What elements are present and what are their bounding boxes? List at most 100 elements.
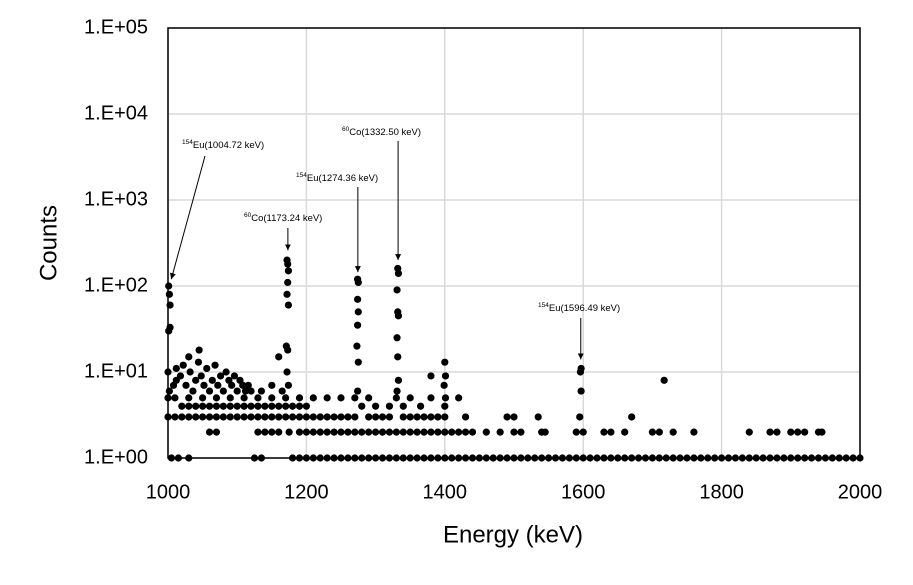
annotation: 60Co(1173.24 keV) (244, 212, 322, 224)
data-point (283, 368, 291, 376)
data-point (406, 394, 414, 402)
data-point (284, 346, 292, 354)
data-point (655, 428, 663, 436)
data-point (230, 372, 239, 380)
data-point (441, 372, 450, 380)
data-point (247, 413, 255, 421)
data-point (365, 394, 373, 402)
x-tick-label: 1400 (423, 481, 468, 503)
annotation-text: Co(1332.50 keV) (349, 127, 421, 138)
data-point (600, 428, 608, 436)
data-point (284, 267, 293, 275)
data-point (413, 428, 421, 436)
data-point (244, 381, 252, 389)
annotation-superscript: 154 (538, 302, 549, 309)
data-point (323, 394, 331, 402)
data-point (434, 413, 442, 421)
data-point (205, 413, 214, 421)
data-point (208, 376, 216, 384)
data-point (178, 413, 186, 421)
data-point (394, 353, 402, 361)
data-point (283, 290, 291, 298)
data-point (372, 428, 380, 436)
data-point (171, 394, 179, 402)
data-point (197, 372, 205, 380)
data-point (794, 428, 802, 436)
data-point (576, 368, 585, 376)
data-point (496, 428, 504, 436)
data-point (394, 376, 403, 384)
data-point (203, 364, 211, 373)
data-point (194, 358, 203, 366)
data-point (261, 402, 269, 410)
data-point (394, 312, 403, 320)
data-point (278, 387, 286, 395)
data-point (226, 413, 234, 421)
data-point (211, 361, 219, 369)
data-point (621, 428, 629, 436)
data-point (365, 413, 373, 421)
data-point (337, 413, 345, 421)
annotation-superscript: 154 (182, 139, 193, 146)
data-point (393, 286, 401, 294)
data-point (254, 402, 262, 410)
data-point (199, 394, 207, 402)
data-point (448, 428, 456, 436)
y-tick-label: 1.E+02 (84, 274, 148, 296)
data-point (406, 413, 414, 421)
data-point (295, 413, 304, 421)
data-point (690, 428, 698, 436)
y-tick-label: 1.E+01 (84, 360, 148, 382)
data-point (399, 402, 407, 410)
data-point (282, 413, 290, 421)
data-point (316, 413, 324, 421)
data-point (517, 428, 525, 436)
data-point (607, 428, 615, 436)
data-point (461, 413, 470, 421)
data-point (351, 394, 359, 402)
data-point (660, 376, 668, 384)
data-point (358, 402, 366, 410)
data-point (189, 387, 197, 395)
data-point (441, 428, 449, 436)
data-point (330, 428, 338, 436)
data-point (284, 381, 293, 389)
data-point (268, 428, 276, 436)
annotation-superscript: 60 (244, 212, 252, 219)
data-point (669, 428, 677, 436)
data-point (199, 402, 207, 410)
data-point (337, 428, 345, 436)
data-point (192, 376, 200, 384)
data-point (420, 413, 428, 421)
data-point (579, 428, 587, 436)
data-point (284, 260, 292, 268)
y-axis-title: Counts (35, 205, 62, 281)
data-point (572, 428, 580, 436)
data-point (648, 428, 657, 436)
data-point (344, 413, 352, 421)
data-point (275, 428, 283, 436)
x-tick-label: 1000 (146, 481, 191, 503)
data-point (503, 413, 511, 421)
data-point (284, 301, 293, 309)
labels: 1.E+00 1.E+01 1.E+02 1.E+03 1.E+04 1.E+05 1000… (84, 16, 882, 503)
data-point (344, 428, 352, 436)
data-point (192, 413, 200, 421)
data-point (309, 428, 317, 436)
data-point (399, 413, 407, 421)
data-point (239, 381, 247, 389)
data-point (233, 413, 241, 421)
data-point (288, 413, 297, 421)
data-point (330, 413, 338, 421)
data-point (393, 387, 401, 395)
y-tick-label: 1.E+00 (84, 446, 148, 468)
data-point (282, 394, 290, 402)
data-point (441, 413, 449, 421)
data-point (302, 428, 310, 436)
data-point (309, 394, 317, 402)
annotation: 154Eu(1596.49 keV) (538, 302, 620, 314)
data-point (171, 413, 179, 421)
data-point (205, 402, 214, 410)
data-point (268, 394, 276, 402)
data-point (219, 413, 227, 421)
